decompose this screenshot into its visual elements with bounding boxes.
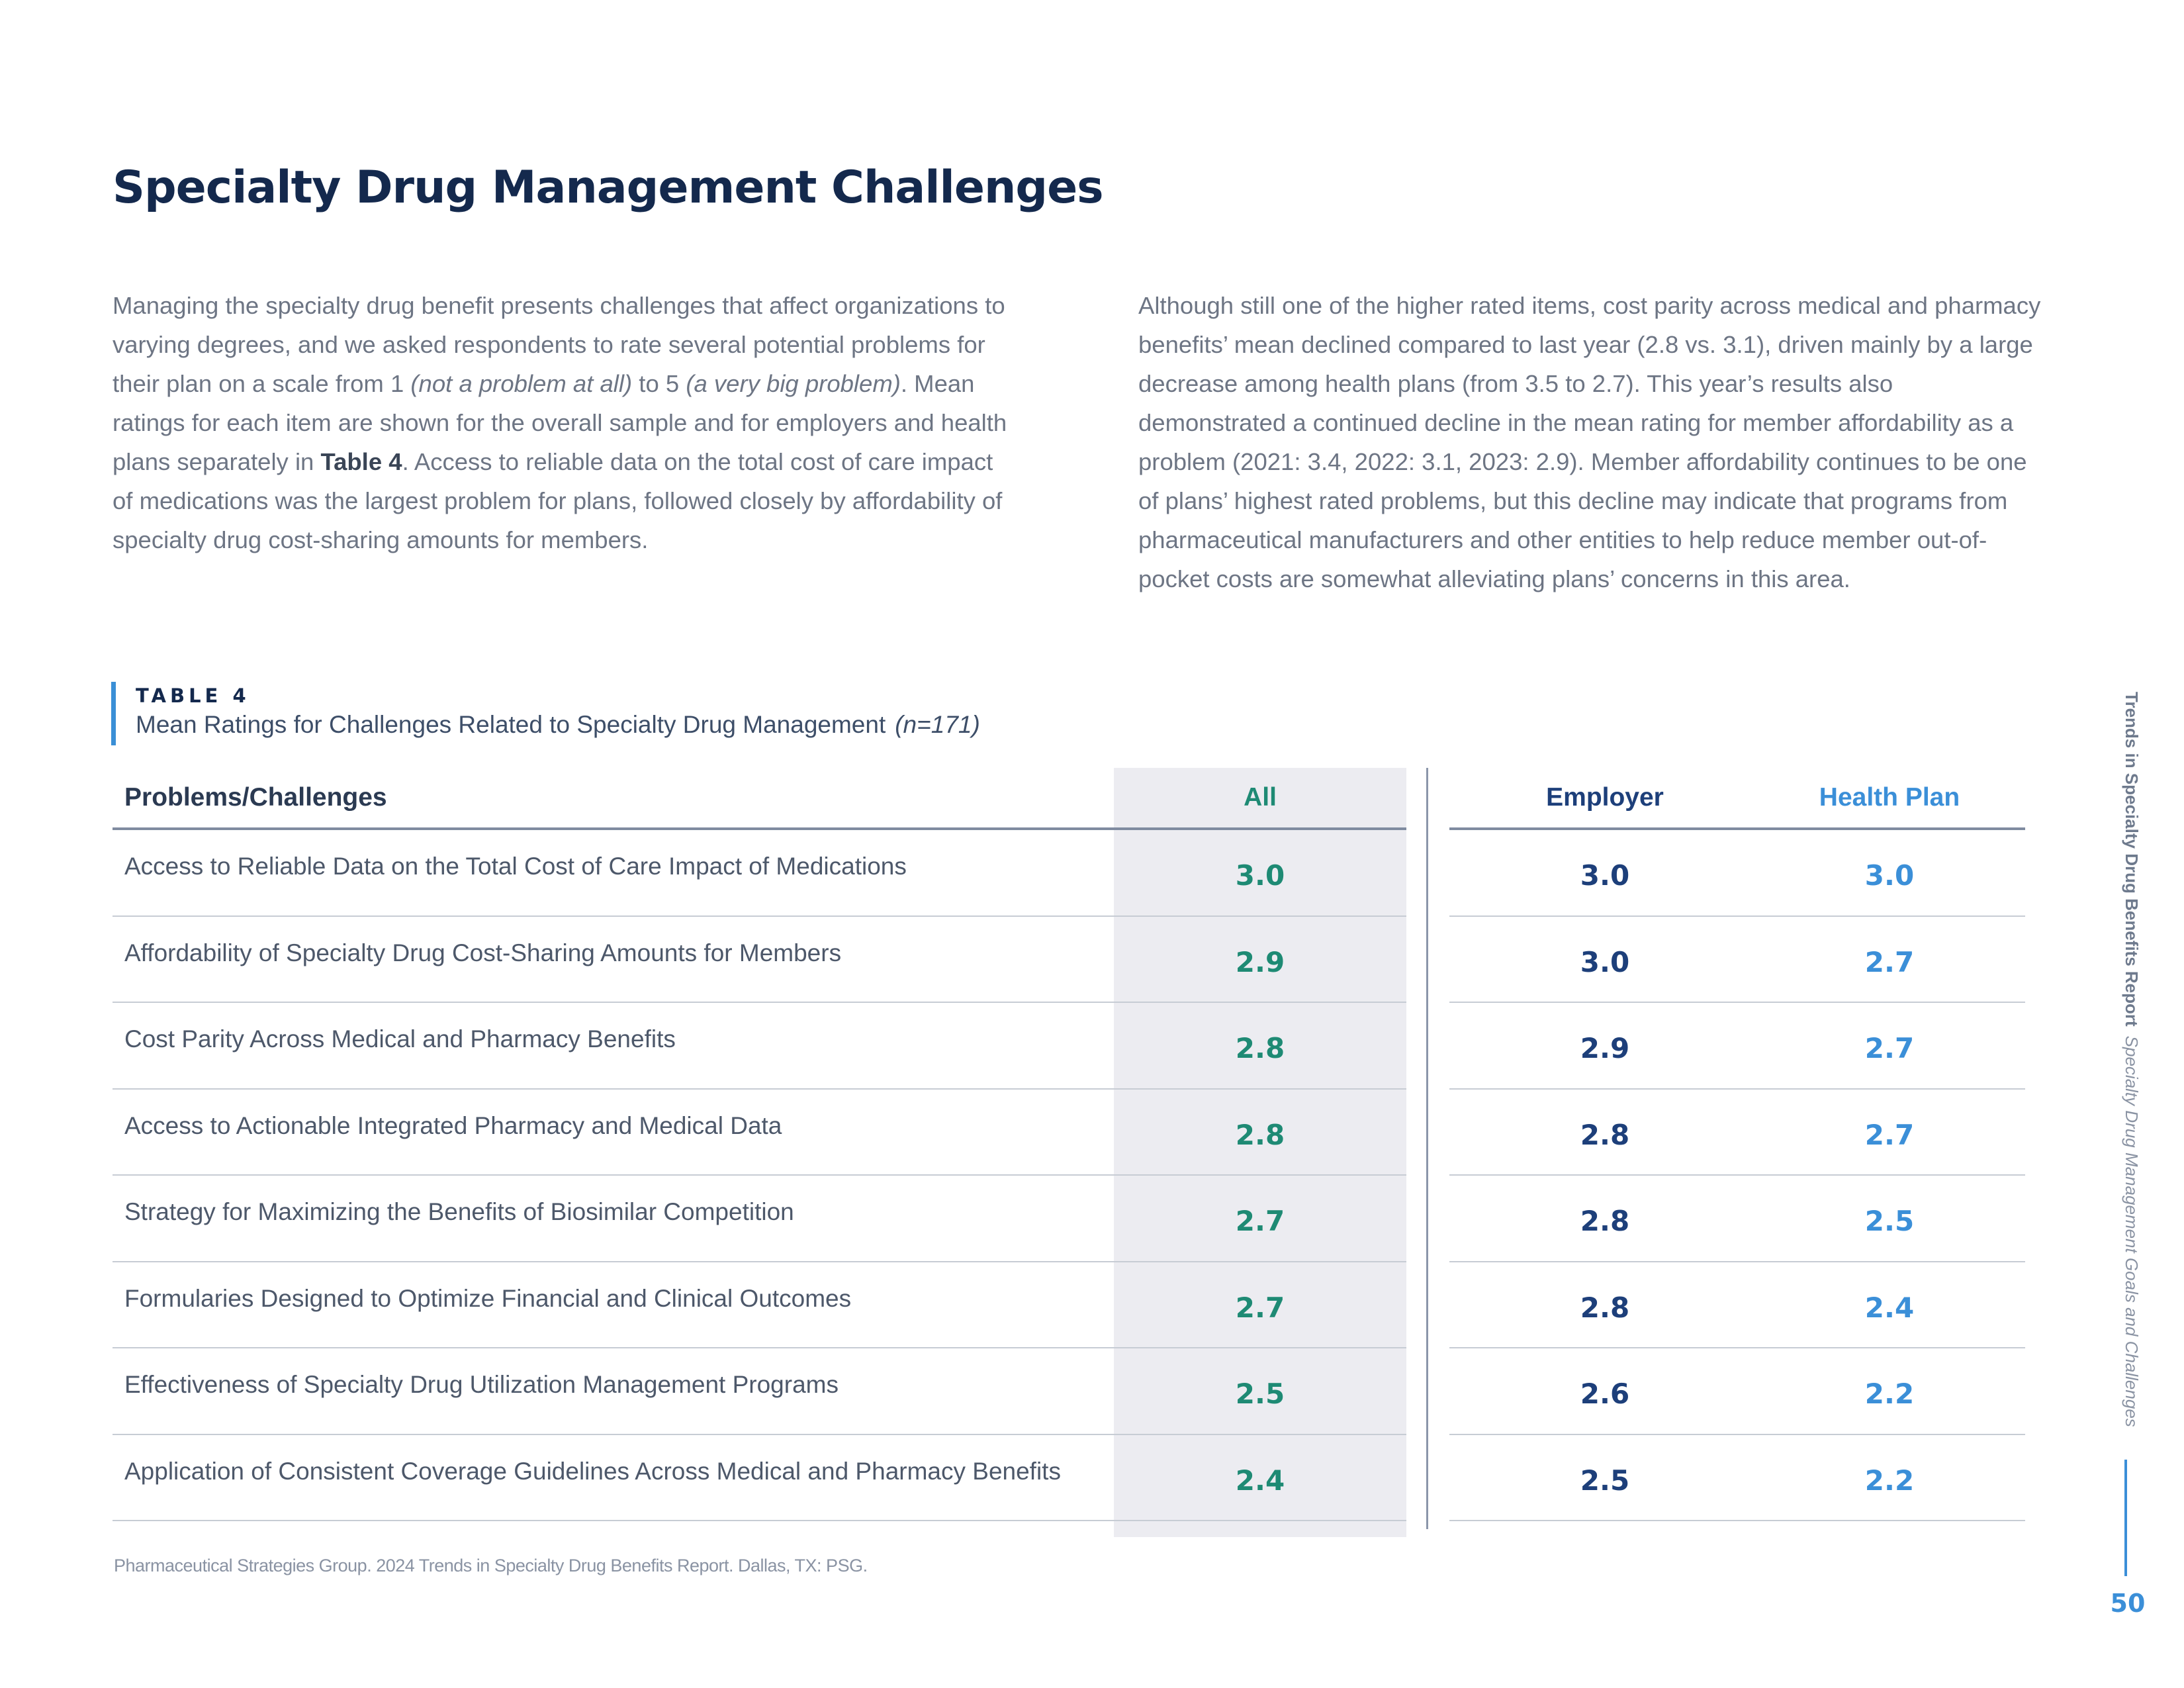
problem-label: Application of Consistent Coverage Guide… xyxy=(124,1457,1061,1485)
page-number: 50 xyxy=(2110,1589,2146,1618)
table-heading: TABLE 4 Mean Ratings for Challenges Rela… xyxy=(111,682,980,745)
row-divider-left xyxy=(113,1347,1406,1348)
table-row: Access to Reliable Data on the Total Cos… xyxy=(0,830,2184,917)
row-divider-left xyxy=(113,1433,1406,1435)
paragraph-text: Managing the specialty drug benefit pres… xyxy=(113,292,1005,397)
column-separator xyxy=(1426,768,1428,1529)
row-divider-right xyxy=(1449,915,2025,917)
employer-value: 3.0 xyxy=(1580,945,1630,978)
table-row: Formularies Designed to Optimize Financi… xyxy=(0,1262,2184,1350)
employer-value: 2.8 xyxy=(1580,1205,1630,1237)
employer-value: 2.9 xyxy=(1580,1032,1630,1064)
header-rule-left xyxy=(113,827,1406,830)
row-divider-right xyxy=(1449,1088,2025,1090)
health-plan-value: 2.2 xyxy=(1864,1464,1915,1497)
all-value: 2.8 xyxy=(1235,1032,1285,1064)
health-plan-value: 2.5 xyxy=(1864,1205,1915,1237)
row-divider-left xyxy=(113,1002,1406,1003)
employer-value: 2.8 xyxy=(1580,1291,1630,1324)
problem-label: Affordability of Specialty Drug Cost-Sha… xyxy=(124,939,842,966)
problem-label: Effectiveness of Specialty Drug Utilizat… xyxy=(124,1371,839,1398)
all-value: 2.9 xyxy=(1235,945,1285,978)
row-divider-left xyxy=(113,1088,1406,1090)
paragraph-text: to 5 xyxy=(632,370,686,397)
all-value: 3.0 xyxy=(1235,859,1285,892)
table-row: Access to Actionable Integrated Pharmacy… xyxy=(0,1090,2184,1177)
problem-label: Access to Reliable Data on the Total Cos… xyxy=(124,853,907,880)
source-note: Pharmaceutical Strategies Group. 2024 Tr… xyxy=(114,1556,868,1575)
health-plan-value: 2.4 xyxy=(1864,1291,1915,1324)
all-value: 2.7 xyxy=(1235,1291,1285,1324)
column-header-employer: Employer xyxy=(1546,783,1664,812)
problem-label: Strategy for Maximizing the Benefits of … xyxy=(124,1198,794,1225)
running-header: Trends in Specialty Drug Benefits Report… xyxy=(2121,692,2142,1427)
paragraph-text: (not a problem at all) xyxy=(410,370,633,397)
problem-label: Formularies Designed to Optimize Financi… xyxy=(124,1284,852,1312)
sidebar-accent-line xyxy=(2124,1460,2127,1576)
row-divider-left xyxy=(113,1174,1406,1176)
health-plan-value: 2.2 xyxy=(1864,1378,1915,1410)
section-title: Specialty Drug Management Goals and Chal… xyxy=(2122,1035,2142,1427)
table-caption-text: Mean Ratings for Challenges Related to S… xyxy=(136,711,886,738)
table-sample-size: (n=171) xyxy=(895,711,980,738)
row-divider-right xyxy=(1449,1002,2025,1003)
column-header-problem: Problems/Challenges xyxy=(124,783,387,812)
intro-paragraph-right: Although still one of the higher rated i… xyxy=(1138,292,2041,592)
paragraph-text: . Mean ratings for each item are shown f… xyxy=(113,370,1007,475)
table-caption: Mean Ratings for Challenges Related to S… xyxy=(136,707,980,743)
health-plan-value: 2.7 xyxy=(1864,1118,1915,1151)
row-divider-right xyxy=(1449,1520,2025,1521)
column-header-health-plan: Health Plan xyxy=(1819,783,1960,812)
all-value: 2.4 xyxy=(1235,1464,1285,1497)
employer-value: 2.5 xyxy=(1580,1464,1630,1497)
all-value: 2.8 xyxy=(1235,1118,1285,1151)
table-row: Strategy for Maximizing the Benefits of … xyxy=(0,1176,2184,1263)
problem-label: Cost Parity Across Medical and Pharmacy … xyxy=(124,1025,676,1053)
health-plan-value: 2.7 xyxy=(1864,945,1915,978)
health-plan-value: 3.0 xyxy=(1864,859,1915,892)
report-title: Trends in Specialty Drug Benefits Report xyxy=(2122,692,2142,1027)
intro-paragraph-left: Managing the specialty drug benefit pres… xyxy=(113,286,1019,559)
problem-label: Access to Actionable Integrated Pharmacy… xyxy=(124,1111,782,1139)
row-divider-left xyxy=(113,915,1406,917)
all-column-shading xyxy=(1114,768,1406,1537)
employer-value: 2.6 xyxy=(1580,1378,1630,1410)
row-divider-right xyxy=(1449,1347,2025,1348)
employer-value: 3.0 xyxy=(1580,859,1630,892)
table-row: Affordability of Specialty Drug Cost-Sha… xyxy=(0,917,2184,1004)
column-header-all: All xyxy=(1244,783,1277,812)
header-rule-right xyxy=(1449,827,2025,830)
table-reference: Table 4 xyxy=(320,448,402,475)
all-value: 2.5 xyxy=(1235,1378,1285,1410)
employer-value: 2.8 xyxy=(1580,1118,1630,1151)
page-title: Specialty Drug Management Challenges xyxy=(113,162,1104,214)
all-value: 2.7 xyxy=(1235,1205,1285,1237)
paragraph-text: . Access to reliable data on the total c… xyxy=(113,448,1003,553)
table-row: Cost Parity Across Medical and Pharmacy … xyxy=(0,1003,2184,1090)
row-divider-right xyxy=(1449,1260,2025,1262)
table-row: Application of Consistent Coverage Guide… xyxy=(0,1435,2184,1523)
paragraph-text: (a very big problem) xyxy=(686,370,901,397)
row-divider-left xyxy=(113,1260,1406,1262)
table-label: TABLE 4 xyxy=(136,684,250,707)
row-divider-right xyxy=(1449,1433,2025,1435)
table-row: Effectiveness of Specialty Drug Utilizat… xyxy=(0,1348,2184,1436)
row-divider-left xyxy=(113,1520,1406,1521)
row-divider-right xyxy=(1449,1174,2025,1176)
health-plan-value: 2.7 xyxy=(1864,1032,1915,1064)
